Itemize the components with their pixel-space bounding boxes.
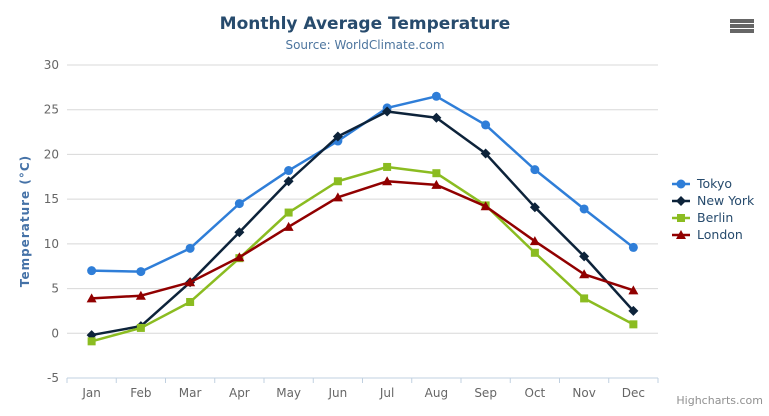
series-line-new-york (90, 110, 635, 337)
data-point-london-nov[interactable] (579, 269, 590, 279)
data-point-new-york-jul[interactable] (382, 106, 393, 117)
legend-label: New York (697, 193, 755, 208)
data-point-london-may[interactable] (283, 221, 294, 231)
data-point-london-sep[interactable] (480, 201, 491, 211)
x-axis-label: Jul (379, 386, 394, 400)
x-axis-label: Apr (229, 386, 250, 400)
data-point-new-york-may[interactable] (283, 176, 294, 187)
data-point-berlin-dec[interactable] (629, 320, 638, 329)
y-axis-label: 0 (51, 326, 59, 340)
x-axis-label: Sep (474, 386, 497, 400)
data-point-new-york-sep[interactable] (480, 148, 491, 159)
data-point-london-oct[interactable] (529, 236, 540, 246)
x-axis-label: Dec (622, 386, 645, 400)
data-point-tokyo-feb[interactable] (136, 267, 146, 277)
data-point-london-aug[interactable] (431, 179, 442, 189)
series-line-berlin (90, 165, 635, 343)
data-point-berlin-jan[interactable] (87, 337, 96, 346)
data-point-berlin-feb[interactable] (136, 323, 145, 332)
legend-label: Berlin (697, 210, 734, 225)
legend-item-berlin[interactable]: Berlin (671, 209, 754, 226)
data-point-berlin-oct[interactable] (530, 248, 539, 257)
data-point-tokyo-mar[interactable] (185, 243, 195, 253)
x-axis-label: Mar (179, 386, 202, 400)
export-menu-button[interactable] (730, 19, 754, 35)
new-york-diamond-legend-icon (672, 195, 690, 206)
data-point-new-york-dec[interactable] (628, 305, 639, 316)
hamburger-icon (730, 29, 754, 33)
y-axis-label: 20 (44, 147, 59, 161)
data-point-london-jun[interactable] (332, 192, 343, 202)
legend: Tokyo New York Berlin London (671, 175, 754, 243)
legend-label: Tokyo (697, 176, 732, 191)
x-axis-label: Jan (81, 386, 101, 400)
triangle-marker-icon (676, 229, 686, 239)
data-point-tokyo-oct[interactable] (530, 165, 540, 175)
y-axis-label: 30 (44, 58, 59, 72)
y-axis-label: 15 (44, 192, 59, 206)
data-point-london-mar[interactable] (185, 277, 196, 287)
square-marker-icon (677, 213, 685, 222)
data-point-berlin-mar[interactable] (186, 297, 195, 306)
data-point-berlin-jul[interactable] (383, 162, 392, 171)
chart-title: Monthly Average Temperature (219, 14, 511, 34)
legend-item-london[interactable]: London (671, 226, 754, 243)
data-point-berlin-jun[interactable] (333, 177, 342, 186)
x-axis-label: Aug (425, 386, 448, 400)
credits-link[interactable]: Highcharts.com (676, 394, 763, 407)
data-point-tokyo-nov[interactable] (579, 204, 589, 214)
data-point-tokyo-apr[interactable] (234, 199, 244, 209)
x-axis-label: Nov (572, 386, 595, 400)
legend-item-tokyo[interactable]: Tokyo (671, 175, 754, 192)
legend-item-new-york[interactable]: New York (671, 192, 754, 209)
data-point-new-york-aug[interactable] (431, 112, 442, 123)
data-point-tokyo-may[interactable] (284, 166, 294, 176)
y-axis-label: 25 (44, 103, 59, 117)
london-triangle-legend-icon (672, 229, 690, 239)
data-point-london-jul[interactable] (382, 176, 393, 186)
x-axis-label: May (276, 386, 301, 400)
data-point-london-jan[interactable] (86, 293, 97, 303)
data-point-new-york-jun[interactable] (332, 131, 343, 142)
data-point-new-york-apr[interactable] (234, 227, 245, 238)
data-point-new-york-oct[interactable] (529, 202, 540, 213)
data-point-tokyo-sep[interactable] (481, 120, 491, 130)
diamond-marker-icon (676, 195, 686, 206)
data-point-tokyo-aug[interactable] (431, 91, 441, 101)
data-point-tokyo-jan[interactable] (87, 266, 97, 276)
series-line-tokyo (90, 95, 635, 273)
y-axis-label: 5 (51, 282, 59, 296)
series-line-london (90, 180, 635, 300)
y-axis-label: 10 (44, 237, 59, 251)
data-point-london-dec[interactable] (628, 285, 639, 295)
x-axis-label: Oct (525, 386, 546, 400)
data-point-new-york-nov[interactable] (579, 251, 590, 262)
circle-marker-icon (676, 179, 686, 188)
x-axis-label: Jun (328, 386, 348, 400)
data-point-berlin-may[interactable] (284, 208, 293, 217)
tokyo-circle-legend-icon (672, 179, 690, 188)
legend-label: London (697, 227, 743, 242)
data-point-berlin-nov[interactable] (580, 294, 589, 303)
data-point-tokyo-dec[interactable] (628, 242, 638, 252)
x-axis-label: Feb (130, 386, 151, 400)
chart-subtitle: Source: WorldClimate.com (285, 38, 445, 52)
data-point-london-feb[interactable] (135, 290, 146, 300)
y-axis-label: -5 (47, 371, 59, 385)
hamburger-icon (730, 19, 754, 23)
hamburger-icon (730, 24, 754, 28)
berlin-square-legend-icon (672, 213, 690, 222)
data-point-london-apr[interactable] (234, 252, 245, 262)
data-point-berlin-aug[interactable] (432, 169, 441, 178)
